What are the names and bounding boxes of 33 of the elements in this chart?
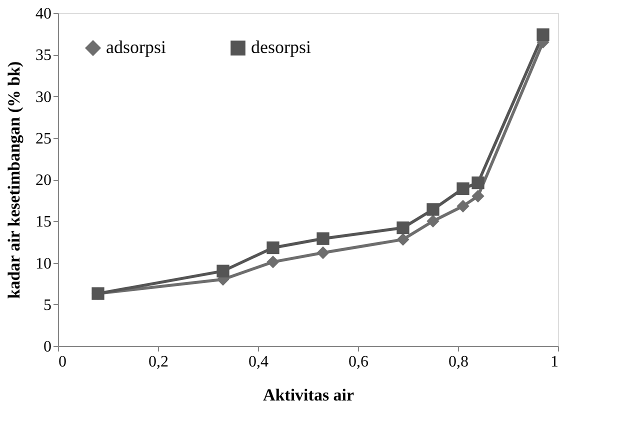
point — [316, 232, 330, 245]
point — [216, 264, 230, 278]
point — [426, 214, 440, 228]
x-tick-label: 1 — [550, 354, 558, 370]
y-tick-label: 35 — [36, 47, 52, 64]
y-tick-label: 10 — [36, 255, 52, 272]
point — [536, 28, 550, 41]
point — [266, 256, 280, 268]
point — [472, 176, 484, 190]
x-tick-label: 0,8 — [448, 354, 468, 370]
y-tick-label: 40 — [36, 6, 52, 22]
x-tick-label: 0,2 — [148, 354, 168, 370]
point — [316, 246, 330, 260]
y-tick-label: 5 — [44, 296, 52, 314]
point — [456, 200, 470, 212]
point — [396, 233, 410, 246]
legend-label: desorpsi — [251, 37, 311, 58]
y-axis-title: kadar air kesetimbangan (% bk) — [4, 61, 24, 299]
y-tick-label: 20 — [36, 172, 52, 189]
x-axis-title: Aktivitas air — [262, 386, 355, 404]
x-tick-label: 0,4 — [248, 354, 268, 370]
legend-label: adsorpsi — [106, 37, 166, 58]
y-tick-label: 25 — [36, 130, 52, 148]
point — [426, 203, 440, 216]
point — [266, 241, 280, 254]
point — [396, 221, 410, 234]
y-tick-label: 30 — [36, 88, 52, 106]
y-tick-label: 15 — [36, 214, 52, 231]
x-tick-label: 0 — [58, 354, 66, 370]
y-tick-label: 0 — [44, 338, 52, 356]
x-tick-label: 0,6 — [348, 354, 368, 370]
point — [472, 190, 484, 202]
point — [456, 182, 470, 195]
